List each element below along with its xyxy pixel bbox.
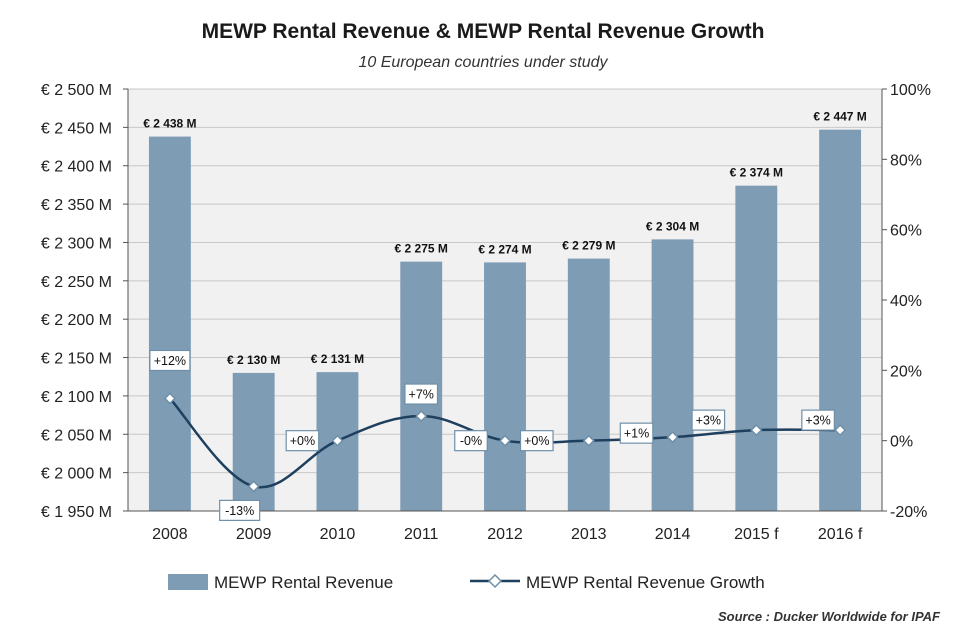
revenue-data-label: € 2 274 M bbox=[478, 242, 531, 256]
axes: € 1 950 M € 2 000 M € 2 050 M € 2 100 M € 2 … bbox=[41, 82, 931, 543]
revenue-data-label: € 2 131 M bbox=[311, 352, 364, 366]
legend-bar-swatch bbox=[168, 574, 208, 590]
revenue-data-label: € 2 130 M bbox=[227, 353, 280, 367]
growth-data-label: +0% bbox=[524, 434, 549, 448]
growth-marker bbox=[247, 480, 260, 493]
growth-marker bbox=[415, 409, 428, 423]
revenue-bar bbox=[567, 258, 610, 511]
growth-label-box bbox=[519, 430, 554, 452]
data-labels: € 2 438 M € 2 130 M € 2 131 M € 2 275 M € 2 … bbox=[143, 110, 867, 521]
x-tick-label: 2012 bbox=[487, 526, 523, 543]
y-right-tick-label: 40% bbox=[890, 293, 922, 310]
y-left-tick-label: € 2 050 M bbox=[41, 427, 112, 444]
legend-growth-label: MEWP Rental Revenue Growth bbox=[526, 573, 765, 592]
growth-marker bbox=[834, 424, 847, 437]
revenue-bar bbox=[819, 129, 862, 511]
growth-data-label: -0% bbox=[460, 434, 482, 448]
legend-revenue-label: MEWP Rental Revenue bbox=[214, 573, 393, 592]
growth-label-box bbox=[219, 499, 261, 521]
growth-label-box bbox=[454, 430, 488, 452]
revenue-bar bbox=[735, 185, 778, 511]
y-left-tick-label: € 2 000 M bbox=[41, 466, 112, 483]
legend-marker-icon bbox=[487, 573, 503, 589]
y-left-tick-label: € 2 350 M bbox=[41, 197, 112, 214]
revenue-data-label: € 2 279 M bbox=[562, 239, 615, 253]
chart-subtitle: 10 European countries under study bbox=[358, 54, 608, 71]
growth-label-box bbox=[404, 383, 439, 405]
y-right-tick-label: 0% bbox=[890, 434, 913, 451]
growth-data-label: +0% bbox=[290, 434, 315, 448]
y-left-tick-label: € 2 300 M bbox=[41, 235, 112, 252]
chart-title: MEWP Rental Revenue & MEWP Rental Revenu… bbox=[202, 20, 765, 43]
revenue-data-label: € 2 374 M bbox=[730, 166, 783, 180]
y-left-tick-label: € 2 400 M bbox=[41, 159, 112, 176]
x-tick-label: 2016 f bbox=[818, 526, 863, 543]
x-tick-label: 2015 f bbox=[734, 526, 779, 543]
y-left-tick-label: € 2 100 M bbox=[41, 389, 112, 406]
growth-data-label: +7% bbox=[409, 388, 434, 402]
x-tick-label: 2011 bbox=[404, 526, 439, 543]
y-left-tick-label: € 2 450 M bbox=[41, 120, 112, 137]
growth-label-box bbox=[801, 409, 835, 431]
revenue-bar bbox=[484, 262, 526, 511]
y-right-tick-label: -20% bbox=[890, 504, 927, 521]
growth-label-box bbox=[149, 349, 191, 372]
growth-marker bbox=[331, 434, 344, 447]
legend: MEWP Rental Revenue MEWP Rental Revenue … bbox=[168, 573, 765, 592]
y-right-tick-label: 20% bbox=[890, 363, 922, 380]
growth-label-box bbox=[691, 409, 726, 431]
revenue-data-label: € 2 447 M bbox=[813, 110, 866, 124]
growth-data-label: +12% bbox=[154, 354, 186, 368]
source-note: Source : Ducker Worldwide for IPAF bbox=[718, 609, 941, 624]
y-right-tick-label: 60% bbox=[890, 223, 922, 240]
revenue-bar bbox=[651, 239, 694, 512]
y-right-tick-label: 100% bbox=[890, 82, 931, 99]
revenue-data-label: € 2 438 M bbox=[143, 117, 196, 131]
x-tick-label: 2010 bbox=[320, 526, 356, 543]
growth-label-box bbox=[619, 422, 654, 444]
y-left-tick-label: € 2 250 M bbox=[41, 274, 112, 291]
y-left-tick-label: € 2 500 M bbox=[41, 82, 112, 99]
y-right-tick-label: 80% bbox=[890, 152, 922, 169]
x-tick-label: 2013 bbox=[571, 526, 607, 543]
x-tick-label: 2009 bbox=[236, 526, 272, 543]
growth-marker bbox=[163, 392, 176, 405]
x-tick-label: 2008 bbox=[152, 526, 188, 543]
revenue-data-label: € 2 304 M bbox=[646, 219, 699, 233]
growth-marker bbox=[582, 434, 595, 447]
y-left-tick-label: € 1 950 M bbox=[41, 504, 112, 521]
revenue-bar bbox=[148, 136, 191, 511]
revenue-data-label: € 2 275 M bbox=[395, 242, 448, 256]
y-left-tick-label: € 2 200 M bbox=[41, 312, 112, 329]
growth-data-label: +1% bbox=[624, 427, 649, 441]
growth-marker bbox=[666, 431, 679, 444]
growth-line-layer bbox=[163, 392, 847, 493]
growth-label-box bbox=[285, 430, 320, 452]
growth-data-label: +3% bbox=[805, 414, 830, 428]
growth-data-label: -13% bbox=[225, 504, 254, 518]
y-left-tick-label: € 2 150 M bbox=[41, 351, 112, 368]
x-tick-label: 2014 bbox=[655, 526, 691, 543]
growth-data-label: +3% bbox=[696, 414, 721, 428]
growth-marker bbox=[750, 424, 763, 437]
growth-marker bbox=[498, 434, 512, 447]
